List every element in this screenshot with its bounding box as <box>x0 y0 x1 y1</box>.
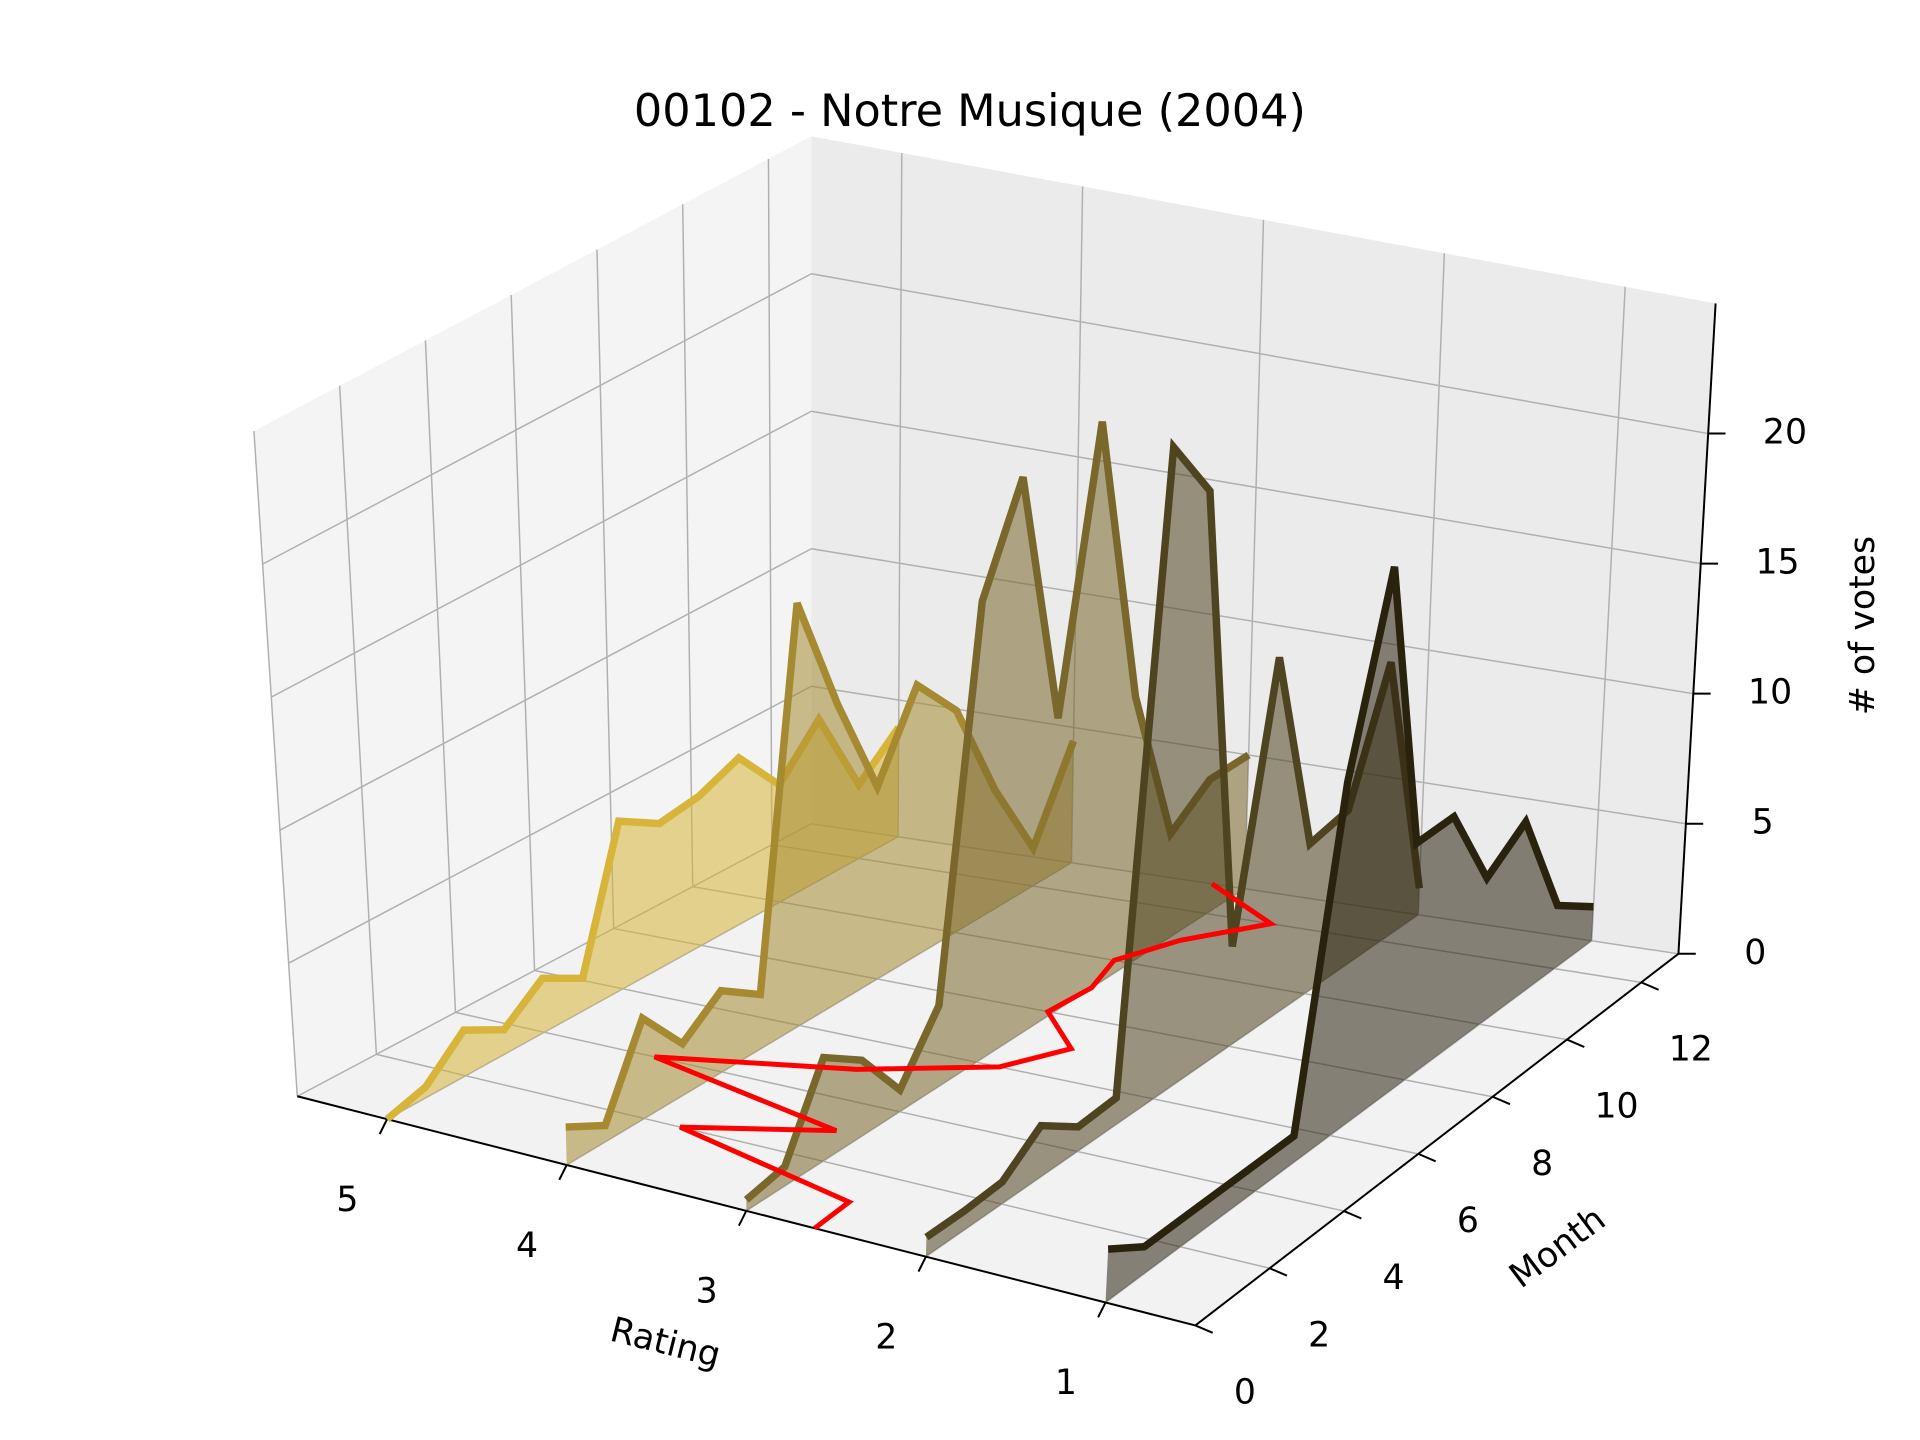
z-tick-label: 5 <box>1752 803 1774 843</box>
x-tick <box>1097 1302 1107 1318</box>
chart-title: 00102 - Notre Musique (2004) <box>634 85 1306 137</box>
grid-line <box>279 548 812 831</box>
series-area <box>1105 566 1594 1303</box>
mean-rating-line <box>653 881 1278 1231</box>
z-tick-label: 20 <box>1763 413 1807 453</box>
series-area <box>925 447 1420 1257</box>
series-area <box>565 603 1074 1165</box>
x-tick-label: 3 <box>696 1272 718 1312</box>
y-tick-label: 8 <box>1531 1144 1553 1184</box>
grid-line <box>424 340 457 1013</box>
x-tick <box>737 1210 748 1227</box>
y-tick-label: 2 <box>1308 1315 1330 1355</box>
grid-line <box>455 1011 1345 1212</box>
y-axis-line <box>1194 953 1680 1327</box>
z-axis-label: # of votes <box>1843 536 1883 715</box>
grid-line <box>270 410 812 698</box>
x-tick-label: 4 <box>516 1226 538 1266</box>
x-tick-label: 5 <box>336 1180 358 1220</box>
y-tick-label: 12 <box>1669 1030 1713 1070</box>
y-tick <box>1566 1038 1585 1048</box>
grid-line <box>811 273 1709 435</box>
z-tick-label: 15 <box>1755 543 1799 583</box>
grid-line <box>376 1053 1270 1269</box>
grid-line <box>510 294 536 971</box>
grid-line <box>262 273 812 565</box>
grid-line <box>253 431 299 1097</box>
y-tick <box>1343 1210 1362 1220</box>
grid-line <box>767 158 773 845</box>
y-tick <box>1492 1095 1511 1106</box>
y-tick <box>1194 1324 1214 1334</box>
y-tick-label: 0 <box>1234 1373 1256 1413</box>
grid-line <box>1417 253 1446 915</box>
grid-line <box>596 249 615 929</box>
x-tick <box>378 1118 388 1135</box>
z-tick-label: 0 <box>1744 933 1766 973</box>
x-tick-label: 2 <box>875 1317 897 1357</box>
grid-line <box>811 410 1701 565</box>
y-tick <box>1269 1267 1288 1277</box>
y-tick-label: 4 <box>1383 1258 1405 1298</box>
series-line <box>1107 566 1594 1253</box>
z-axis-line <box>1677 303 1717 954</box>
grid-line <box>288 685 812 964</box>
x-tick <box>558 1164 568 1181</box>
grid-line <box>681 204 694 887</box>
grid-line <box>811 548 1694 695</box>
y-tick <box>1640 981 1660 991</box>
z-tick-label: 10 <box>1748 673 1792 713</box>
grid-line <box>1590 286 1626 941</box>
x-tick-label: 1 <box>1055 1363 1077 1403</box>
grid-line <box>338 385 378 1055</box>
x-tick <box>917 1256 927 1272</box>
y-tick-label: 6 <box>1457 1201 1479 1241</box>
y-tick <box>1417 1152 1437 1163</box>
y-tick-label: 10 <box>1594 1087 1638 1127</box>
